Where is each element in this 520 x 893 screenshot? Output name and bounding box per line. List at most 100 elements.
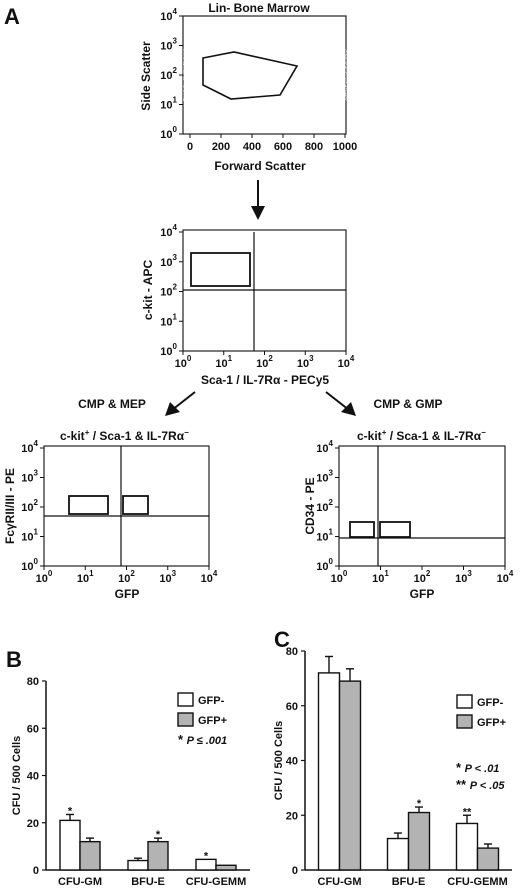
plot1-y-tick-exp: 1 xyxy=(173,96,178,105)
plot2-x-tick-exp: 4 xyxy=(350,354,355,363)
plot2-x-tick-base: 10 xyxy=(175,358,187,370)
chart-c-note-text: P < .01 xyxy=(465,763,500,775)
plot2-y-tick-base: 10 xyxy=(160,346,172,358)
plot4-y-tick-exp: 3 xyxy=(329,469,334,478)
plot3-x-tick-exp: 4 xyxy=(213,569,218,578)
arrow-label-right: CMP & GMP xyxy=(373,397,442,411)
plot4-y-tick-label: 102 xyxy=(316,498,333,514)
plot2-x-tick-label: 103 xyxy=(297,354,314,370)
plot4-y-tick-base: 10 xyxy=(316,561,328,573)
plot3-y-tick-exp: 2 xyxy=(34,498,39,507)
chart-b-y-tick-label: 60 xyxy=(27,723,39,735)
chart-c-note-text: P < .05 xyxy=(470,780,506,792)
chart-c-bar xyxy=(338,680,362,871)
plot4-x-tick-base: 10 xyxy=(372,573,384,585)
plot3-x-tick-exp: 3 xyxy=(172,569,177,578)
plot3-x-tick-label: 101 xyxy=(77,569,94,585)
panel-label-c: C xyxy=(274,627,290,652)
plot4-x-tick-base: 10 xyxy=(497,573,509,585)
plot2-y-tick-base: 10 xyxy=(160,316,172,328)
plot4-y-tick-base: 10 xyxy=(316,473,328,485)
plot4-x-tick-label: 104 xyxy=(497,569,514,585)
plot3-y-tick-base: 10 xyxy=(21,473,33,485)
plot1-y-tick-label: 100 xyxy=(160,125,177,141)
plot4-gate-right xyxy=(379,521,411,538)
panel-label-a: A xyxy=(4,4,20,29)
chart-c-y-label: CFU / 500 Cells xyxy=(273,721,285,800)
plot2-y-tick-exp: 0 xyxy=(173,342,178,351)
chart-c-bar xyxy=(317,672,341,871)
plot1-title: Lin- Bone Marrow xyxy=(208,1,310,15)
plot3-y-tick-label: 102 xyxy=(21,498,38,514)
plot3-x-tick-label: 103 xyxy=(159,569,176,585)
chart-b-legend-swatch xyxy=(177,712,194,727)
plot3-y-label: FcγRII/III - PE xyxy=(3,468,17,544)
plot4-y-tick-label: 104 xyxy=(316,439,333,455)
plot3-y-tick-label: 101 xyxy=(21,528,38,544)
plot3-y-tick-exp: 1 xyxy=(34,528,39,537)
plot2-y-tick-label: 101 xyxy=(160,312,177,328)
plot2-x-tick-base: 10 xyxy=(297,358,309,370)
bar-chart-c: 0 20 40 60 80 CFU / 500 Cells CFU-GM * BFU-E ** CF… xyxy=(273,646,512,888)
plot1-x-ticks: 0 200 400 600 800 1000 xyxy=(187,134,357,153)
plot3-x-tick-label: 102 xyxy=(118,569,135,585)
plot2-y-tick-base: 10 xyxy=(160,287,172,299)
chart-c-note-star: * xyxy=(456,760,465,775)
plot2-x-tick-exp: 1 xyxy=(228,354,233,363)
chart-b-y-tick-label: 0 xyxy=(33,865,39,877)
plot3-x-tick-base: 10 xyxy=(77,573,89,585)
left-arrow xyxy=(165,391,196,416)
plot1-y-label: Side Scatter xyxy=(139,41,153,111)
plot3-x-tick-label: 104 xyxy=(201,569,218,585)
plot1-x-tick-label: 600 xyxy=(274,141,292,153)
plot4-y-tick-label: 103 xyxy=(316,469,333,485)
plot4-events xyxy=(344,514,420,564)
flow-plot-fcgr-gfp: c-kit+ / Sca-1 & IL-7Rα− 100101102103104… xyxy=(3,428,218,601)
plot4-x-tick-exp: 2 xyxy=(426,569,431,578)
chart-c-significance-mark: ** xyxy=(463,806,472,818)
plot1-y-tick-label: 102 xyxy=(160,66,177,82)
chart-c-note-star: ** xyxy=(456,777,470,792)
chart-c-bar xyxy=(386,837,410,871)
plot1-gate xyxy=(202,51,299,100)
plot4-y-tick-exp: 1 xyxy=(329,528,334,537)
plot3-x-tick-base: 10 xyxy=(201,573,213,585)
right-arrow xyxy=(325,391,356,416)
chart-b-legend-swatch xyxy=(177,692,194,707)
plot2-x-tick-exp: 2 xyxy=(268,354,273,363)
chart-c-bar xyxy=(455,822,479,871)
plot2-x-tick-exp: 0 xyxy=(187,354,192,363)
plot2-gate xyxy=(190,252,251,287)
plot2-y-tick-exp: 3 xyxy=(173,253,178,262)
bar-chart-b: 0 20 40 60 80 CFU / 500 Cells * CFU-GM * BFU-E * CF… xyxy=(11,676,250,888)
chart-b-significance-mark: * xyxy=(156,829,161,841)
plot4-x-tick-base: 10 xyxy=(414,573,426,585)
chart-c-y-tick-label: 80 xyxy=(286,646,298,658)
chart-c-note: * P < .01 xyxy=(456,760,499,775)
plot3-gate-right xyxy=(122,495,149,515)
plot1-x-tick-label: 800 xyxy=(305,141,323,153)
plot2-y-tick-label: 103 xyxy=(160,253,177,269)
plot4-x-tick-exp: 3 xyxy=(467,569,472,578)
chart-b-note-star: * xyxy=(178,732,187,747)
plot4-y-tick-base: 10 xyxy=(316,443,328,455)
chart-c-y-tick-label: 20 xyxy=(286,810,298,822)
plot3-x-ticks: 100 101 102 103 104 xyxy=(36,566,218,585)
chart-c-category-label: BFU-E xyxy=(392,876,426,888)
chart-b-legend-label: GFP- xyxy=(198,695,225,707)
chart-b-bar xyxy=(147,840,169,871)
plot3-x-tick-exp: 2 xyxy=(130,569,135,578)
plot4-x-tick-label: 102 xyxy=(414,569,431,585)
plot4-y-tick-base: 10 xyxy=(316,532,328,544)
plot1-x-tick-label: 200 xyxy=(212,141,230,153)
chart-b-bar xyxy=(79,840,101,871)
chart-b-significance-mark: * xyxy=(204,850,209,862)
flow-plot-cd34-gfp: c-kit+ / Sca-1 & IL-7Rα− 100101102103104… xyxy=(303,428,514,601)
chart-c-legend-label: GFP- xyxy=(477,697,504,709)
chart-b-category-label: BFU-E xyxy=(131,876,165,888)
chart-c-y-tick-label: 40 xyxy=(286,756,298,768)
